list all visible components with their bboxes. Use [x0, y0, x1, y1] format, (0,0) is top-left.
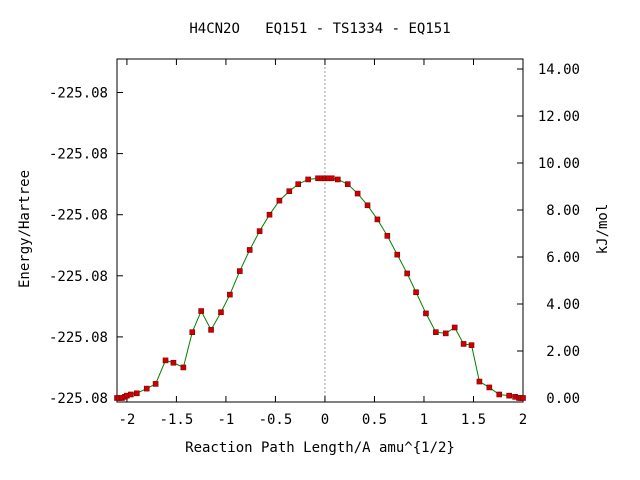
- data-point-marker: [246, 247, 253, 253]
- data-point-marker: [364, 202, 371, 209]
- data-point-marker: [451, 324, 458, 331]
- x-tick-label: -1: [217, 412, 234, 428]
- right-y-tick-label: 14.00: [538, 62, 580, 78]
- data-point-marker: [344, 181, 351, 187]
- right-y-axis-ticks: 0.00 2.00 4.00 6.00 8.00 10.00 12.00 14.00: [517, 62, 580, 407]
- data-point-marker: [286, 188, 293, 194]
- left-y-axis-ticks: -225.08 -225.08 -225.08 -225.08 -225.08 -225.…: [49, 86, 123, 407]
- data-point-marker: [384, 233, 391, 239]
- x-tick-label: -1.5: [160, 412, 194, 428]
- data-point-marker: [374, 216, 381, 223]
- chart-title: H4CN2O EQ151 - TS1334 - EQ151: [189, 21, 450, 37]
- data-point-marker: [170, 359, 177, 366]
- right-y-tick-label: 12.00: [538, 109, 580, 125]
- data-point-marker: [354, 190, 361, 197]
- data-point-marker: [335, 176, 341, 183]
- data-point-marker: [433, 329, 439, 336]
- x-tick-label: -2: [118, 412, 135, 428]
- left-y-tick-label: -225.08: [49, 147, 108, 163]
- right-y-tick-label: 6.00: [546, 250, 580, 266]
- data-point-marker: [329, 175, 335, 182]
- data-point-marker: [520, 395, 526, 401]
- data-point-marker: [266, 211, 273, 218]
- data-point-marker: [442, 330, 449, 337]
- x-axis-label: Reaction Path Length/A amu^{1/2}: [185, 440, 455, 456]
- data-point-marker: [276, 197, 283, 204]
- data-point-marker: [394, 251, 401, 258]
- data-point-marker: [227, 291, 233, 298]
- data-point-marker: [295, 181, 302, 187]
- data-point-marker: [128, 391, 134, 398]
- left-y-tick-label: -225.08: [49, 391, 108, 407]
- data-point-marker: [180, 364, 187, 371]
- data-point-marker: [134, 390, 140, 397]
- data-point-marker: [413, 289, 419, 296]
- x-tick-label: 1.5: [461, 412, 486, 428]
- data-point-marker: [423, 310, 429, 317]
- data-point-marker: [486, 384, 493, 391]
- data-point-marker: [256, 228, 263, 234]
- right-y-tick-label: 8.00: [546, 203, 580, 219]
- data-point-marker: [189, 329, 196, 336]
- plot-area: -2 -1.5 -1 -0.5 0 0.5 1 1.5 2 -225.08-225.08-225…: [49, 58, 580, 428]
- left-y-tick-label: -225.08: [49, 86, 108, 102]
- left-y-tick-label: -225.08: [49, 208, 108, 224]
- x-tick-label: 2: [519, 412, 527, 428]
- left-y-axis-label: Energy/Hartree: [17, 170, 33, 288]
- data-point-marker: [468, 342, 475, 348]
- data-point-marker: [476, 378, 483, 385]
- data-point-marker: [305, 176, 311, 183]
- left-y-tick-label: -225.08: [49, 269, 108, 285]
- plot-frame: [116, 58, 524, 403]
- x-tick-label: 0: [321, 412, 329, 428]
- data-point-marker: [404, 270, 410, 277]
- right-y-tick-label: 2.00: [546, 344, 580, 360]
- data-point-marker: [460, 341, 467, 347]
- x-axis-ticks: -2 -1.5 -1 -0.5 0 0.5 1 1.5 2: [118, 59, 527, 428]
- x-tick-label: 0.5: [362, 412, 387, 428]
- data-point-marker: [496, 391, 503, 398]
- data-point-marker: [162, 357, 169, 364]
- data-point-marker: [236, 268, 243, 274]
- data-point-marker: [143, 385, 150, 392]
- right-y-tick-label: 0.00: [546, 391, 580, 407]
- x-tick-label: -0.5: [259, 412, 293, 428]
- data-point-marker: [506, 392, 512, 399]
- right-y-axis-label: kJ/mol: [595, 204, 611, 255]
- energy-curve-line: [117, 177, 523, 399]
- data-point-marker: [198, 308, 204, 314]
- data-point-marker: [152, 381, 159, 387]
- data-point-marker: [208, 327, 214, 333]
- right-y-tick-label: 10.00: [538, 156, 580, 172]
- left-y-tick-label: -225.08: [49, 330, 108, 346]
- energy-data-points: [114, 175, 526, 401]
- right-y-tick-label: 4.00: [546, 297, 580, 313]
- x-tick-label: 1: [420, 412, 428, 428]
- data-point-marker: [218, 309, 224, 316]
